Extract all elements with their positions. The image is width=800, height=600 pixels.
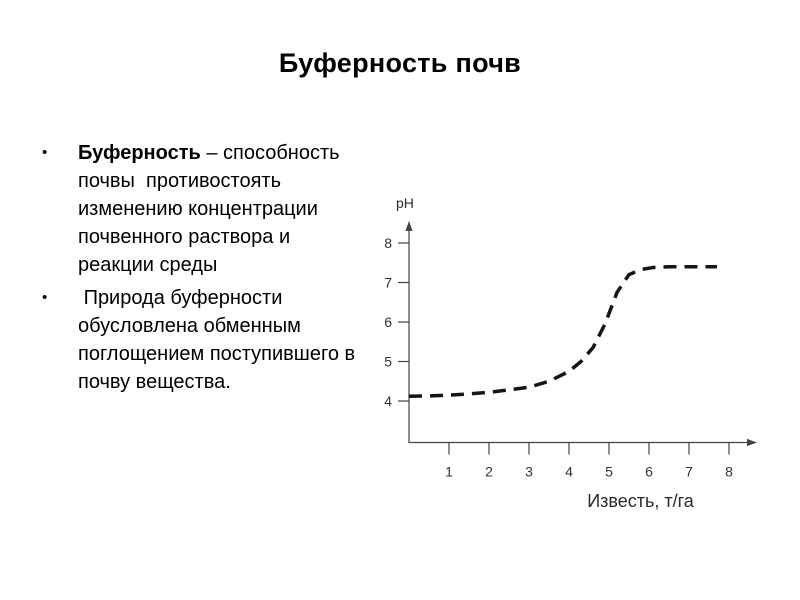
y-tick-label: 7 [384,275,392,291]
slide-title: Буферность почв [278,48,522,78]
bullet-marker: • [42,289,48,306]
y-axis-label: pH [396,195,414,211]
x-tick-label: 2 [485,464,493,480]
x-tick-label: 5 [605,464,613,480]
x-tick-label: 7 [685,464,693,480]
bullet-list: • Буферность – способность почвы противос… [40,139,396,396]
bullet-item: • Природа буферности обусловлена обменны… [40,284,396,396]
y-tick-label: 6 [384,314,392,330]
y-tick-label: 4 [384,393,392,409]
x-tick-label: 1 [445,464,453,480]
x-tick-label: 8 [725,464,733,480]
bullet-marker: • [42,144,48,161]
x-axis-label: Известь, т/га [587,491,694,511]
bullet-text: Природа буферности обусловлена обменным … [78,287,356,393]
x-tick-label: 6 [645,464,653,480]
bullet-item: • Буферность – способность почвы противос… [40,139,396,279]
ph-curve [408,264,717,399]
x-axis-arrow [747,438,757,447]
bullet-text: – способность почвы противостоять измене… [78,142,340,276]
bullet-lead: Буферность [78,142,201,164]
y-axis-arrow [405,221,413,231]
x-tick-label: 4 [565,464,573,480]
x-tick-label: 3 [525,464,533,480]
y-tick-label: 8 [384,235,392,251]
y-tick-label: 5 [384,354,392,370]
